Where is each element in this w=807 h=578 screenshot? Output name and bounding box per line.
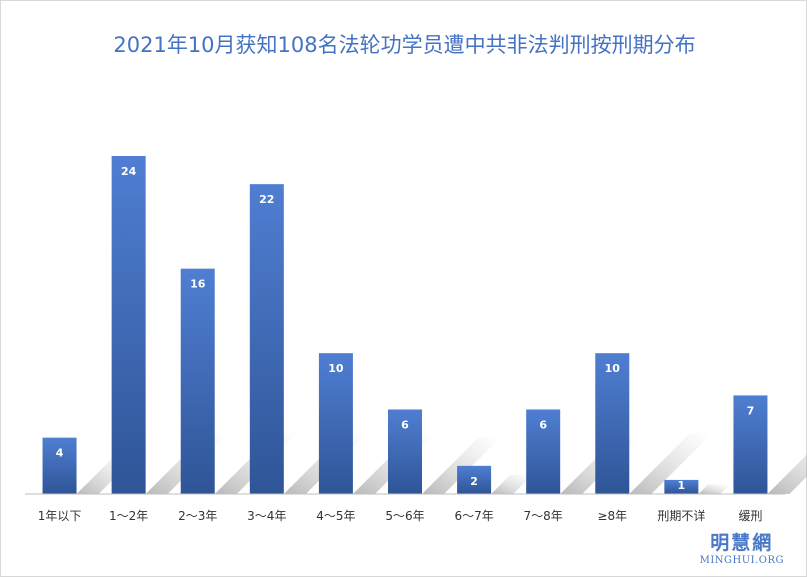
bar-shadow	[422, 436, 502, 494]
x-tick-label-2: 2～3年	[178, 509, 217, 523]
bar-7	[526, 409, 561, 494]
data-label-6: 2	[470, 475, 478, 488]
data-label-3: 22	[259, 193, 274, 206]
bar-0	[42, 437, 77, 494]
x-tick-label-1: 1～2年	[109, 509, 148, 523]
x-tick-label-7: 7～8年	[524, 509, 563, 523]
bar-2	[180, 268, 215, 494]
x-tick-label-5: 5～6年	[385, 509, 424, 523]
x-tick-label-4: 4～5年	[316, 509, 355, 523]
watermark-en: MINGHUI.ORG	[699, 555, 784, 566]
minghui-watermark: 明慧網 MINGHUI.ORG	[700, 528, 784, 566]
data-label-9: 1	[678, 479, 686, 492]
bar-6	[457, 465, 492, 494]
x-tick-label-0: 1年以下	[38, 509, 82, 523]
x-tick-label-8: ≥8年	[597, 509, 627, 523]
data-label-2: 16	[190, 278, 206, 291]
bar-10	[733, 395, 768, 494]
bar-3	[249, 184, 284, 494]
x-tick-label-9: 刑期不详	[657, 508, 705, 523]
data-label-7: 6	[539, 419, 547, 432]
x-tick-label-6: 6～7年	[454, 509, 493, 523]
bar-9	[664, 479, 699, 494]
bars-group: 4 24 16 22 10 6 2 6 10 1 7	[42, 156, 768, 494]
bar-1	[111, 156, 146, 494]
bar-shadow	[767, 454, 807, 494]
data-label-4: 10	[328, 362, 344, 375]
watermark-cn: 明慧網	[710, 532, 774, 554]
chart-title: 2021年10月获知108名法轮功学员遭中共非法判刑按刑期分布	[113, 33, 696, 57]
bar-shadow	[629, 433, 713, 494]
data-label-8: 10	[605, 362, 621, 375]
bar-shadow	[698, 484, 730, 494]
data-label-1: 24	[121, 165, 137, 178]
data-label-5: 6	[401, 419, 409, 432]
x-tick-label-3: 3～4年	[247, 509, 286, 523]
bar-shadow	[491, 474, 533, 494]
x-tick-label-10: 缓刑	[738, 509, 762, 523]
x-tick-labels: 1年以下 1～2年 2～3年 3～4年 4～5年 5～6年 6～7年 7～8年 ≥8年 刑期不详 缓…	[38, 508, 763, 523]
data-label-10: 7	[747, 404, 755, 417]
data-label-0: 4	[56, 447, 64, 460]
bar-5	[388, 409, 422, 494]
bar-8	[595, 353, 630, 494]
bar-4	[318, 353, 353, 494]
